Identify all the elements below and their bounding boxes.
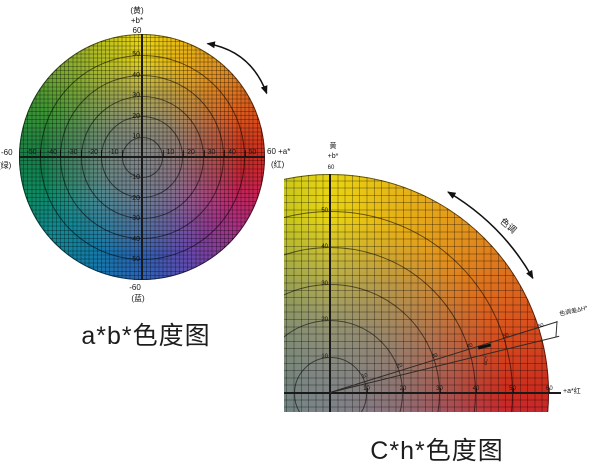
ch-y-tick-label: 20 [321,317,328,323]
ab-y-tick-label: 20 [132,112,140,120]
ch-chroma-tick-label: 50 [501,332,510,340]
ab-y-tick-label: -20 [129,194,140,202]
ab-right-label-paren: (红) [271,160,285,169]
ab-x-tick-label: 50 [248,148,257,156]
ab-x-tick-mark [80,150,82,157]
ab-bottom-label-paren: (蓝) [131,294,145,303]
ab-x-tick-mark [203,150,205,157]
ch-x-axis [284,392,561,394]
ab-y-tick-label: -50 [129,256,140,263]
ab-x-tick-label: -20 [87,148,99,156]
ab-y-tick-label: 30 [132,92,140,99]
ab-top-label-axis: +b* [130,16,144,25]
ch-right-label-max: 60 [546,385,553,392]
ch-top-label-axis: +b* [327,153,339,160]
ch-chroma-tick-label: 20 [396,362,404,370]
ab-x-tick-mark [60,150,61,157]
ab-y-axis [141,34,143,280]
ab-x-tick-label: 40 [228,148,236,156]
ab-x-tick-label: 10 [166,148,175,156]
ch-y-tick-label: 40 [321,244,328,250]
ch-chroma-tick-label: 30 [431,352,439,360]
ab-left-label-paren: (绿) [0,161,12,170]
ch-x-tick-mark [549,387,550,393]
ch-x-tick-mark [439,387,441,393]
ch-x-tick-mark [366,387,368,393]
ab-right-label-max: 60 +a* [267,147,291,156]
ab-x-tick-mark [162,150,164,157]
ch-chroma-tick-label: 40 [466,342,474,350]
ab-x-tick-label: -50 [26,148,37,156]
ab-bottom-label-max: -60 [129,283,141,292]
ab-caption: a*b*色度图 [81,322,211,350]
ch-y-tick-label: 50 [321,207,328,214]
ch-right-label-axis: +a*红 [563,388,581,395]
ab-x-tick-mark [183,150,184,157]
ab-x-tick-label: -30 [67,148,78,156]
ab-top-label-paren: (黄) [130,6,144,15]
ab-x-tick-label: 30 [207,148,216,156]
ab-x-tick-label: 20 [187,148,195,156]
ab-y-tick-label: 40 [132,71,140,79]
ab-x-tick-mark [121,150,123,157]
ch-caption: C*h*色度图 [370,437,504,465]
ab-top-label-max: 60 [132,25,142,35]
ch-chroma-tick-label: 60 [536,322,545,330]
ab-y-tick-label: -40 [129,235,140,243]
ab-x-tick-label: -40 [46,148,58,156]
ch-x-tick-mark [512,387,514,393]
ab-x-tick-mark [39,150,41,157]
ch-top-label-cn: 黄 [329,143,337,150]
ab-x-tick-mark [244,150,246,157]
ch-x-tick-mark [476,387,477,393]
ch-top-label-max: 60 [327,165,335,171]
ab-x-tick-labels: -50 -40 -30 -20 -10 10 20 30 40 50 [0,0,300,360]
ab-x-tick-mark [101,150,102,157]
ab-y-tick-label: -10 [129,174,140,181]
ch-y-tick-label: 10 [321,353,328,360]
ab-y-tick-labels: 50 40 30 20 10 -10 -20 -30 -40 -50 [0,0,300,360]
ab-x-tick-mark [224,150,225,157]
ch-y-tick-label: 30 [321,280,328,287]
ch-x-tick-mark [403,387,404,393]
ab-y-tick-label: 50 [132,51,140,58]
ab-left-label-max: -60 [1,148,13,157]
ab-x-tick-label: -10 [108,148,119,156]
ab-y-tick-label: 10 [132,133,140,140]
ab-y-tick-label: -30 [129,215,140,222]
ch-y-axis [329,174,331,412]
ch-chroma-tick-label: 10 [361,372,369,380]
